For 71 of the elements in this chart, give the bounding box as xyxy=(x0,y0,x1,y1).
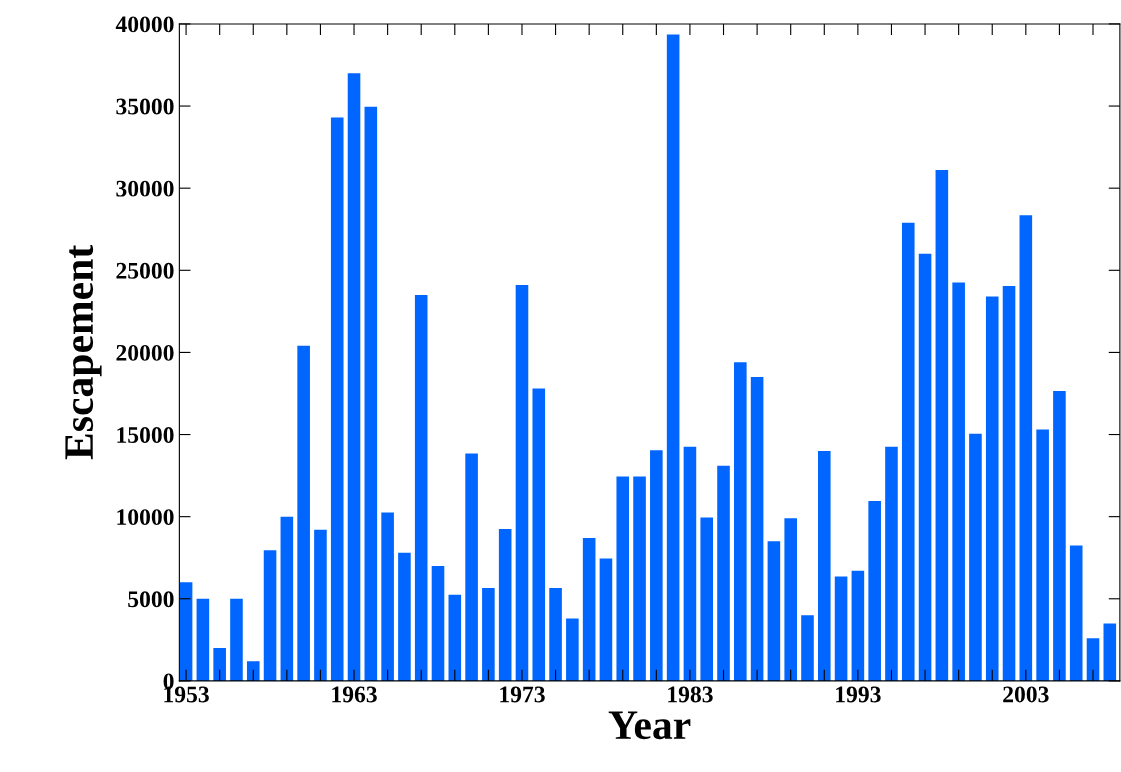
bar xyxy=(297,345,310,681)
bar xyxy=(952,282,965,681)
bar xyxy=(801,615,814,681)
bar xyxy=(566,618,579,681)
bar xyxy=(582,538,596,681)
bar xyxy=(515,285,529,681)
x-tick-label: 1973 xyxy=(500,686,545,703)
bar xyxy=(381,512,394,681)
bar xyxy=(817,450,831,681)
bar xyxy=(868,501,881,681)
y-tick-label: 40000 xyxy=(115,16,174,33)
bar xyxy=(347,73,361,681)
x-tick-label: 1983 xyxy=(668,686,713,703)
bar xyxy=(398,552,411,681)
bar xyxy=(750,377,764,681)
bar xyxy=(532,388,546,681)
bar xyxy=(498,528,512,681)
x-axis-title: Year xyxy=(608,711,691,740)
bar xyxy=(969,433,982,681)
bar xyxy=(246,661,260,681)
x-tick-label: 1993 xyxy=(836,686,881,703)
y-tick-label: 10000 xyxy=(117,509,174,526)
bar xyxy=(1103,623,1117,681)
bar xyxy=(549,588,562,681)
bar xyxy=(616,476,630,681)
x-tick-label: 2003 xyxy=(1003,686,1049,703)
bar xyxy=(851,570,865,681)
bar xyxy=(1002,285,1016,681)
bar xyxy=(330,117,344,681)
bar xyxy=(213,648,226,681)
bar xyxy=(683,446,697,681)
bar xyxy=(599,558,613,681)
bar xyxy=(1036,429,1049,681)
bar xyxy=(734,362,747,681)
bar xyxy=(482,588,495,681)
y-tick-label: 15000 xyxy=(117,427,174,443)
bar xyxy=(666,34,680,681)
y-tick-label: 35000 xyxy=(116,98,174,115)
bar xyxy=(918,253,932,681)
bar xyxy=(985,296,999,681)
bar xyxy=(834,576,848,681)
x-tick-label: 1963 xyxy=(332,686,377,703)
bar xyxy=(784,518,797,681)
y-tick-label: 5000 xyxy=(128,591,174,608)
bar xyxy=(767,541,781,681)
bar xyxy=(1086,638,1100,681)
bar xyxy=(885,446,898,681)
bar xyxy=(448,594,462,681)
y-tick-label: 20000 xyxy=(116,344,174,361)
bar xyxy=(1069,545,1083,681)
bar xyxy=(901,222,915,681)
y-tick-label: 25000 xyxy=(116,262,174,279)
y-tick-label: 30000 xyxy=(116,180,174,197)
bar xyxy=(179,582,193,681)
bar xyxy=(1019,215,1033,681)
bar xyxy=(314,529,327,681)
bar xyxy=(364,106,378,681)
bar xyxy=(700,517,714,681)
bar xyxy=(1053,391,1066,681)
bar xyxy=(196,598,210,681)
bar xyxy=(465,453,478,681)
bar xyxy=(650,450,663,681)
bar xyxy=(633,476,646,681)
bar xyxy=(431,565,445,681)
bar xyxy=(230,598,243,681)
bar xyxy=(414,294,428,681)
bar xyxy=(717,465,730,681)
bar xyxy=(935,170,949,681)
bar xyxy=(263,550,277,681)
y-axis-title: Escapement xyxy=(65,244,102,460)
bar xyxy=(280,516,294,681)
